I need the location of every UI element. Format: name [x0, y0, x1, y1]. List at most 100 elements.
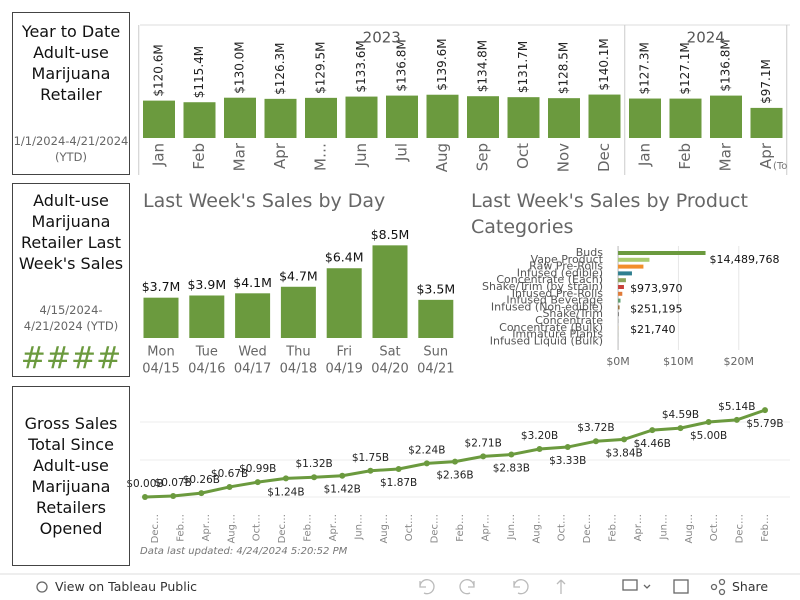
value-label: $0.99B	[239, 463, 276, 475]
line	[144, 408, 766, 499]
y-tick-label: Concentrate (Each)	[496, 273, 603, 286]
pause-icon[interactable]	[556, 579, 566, 594]
value-label: $6.4M	[325, 250, 364, 265]
point	[762, 407, 768, 414]
bar	[618, 305, 620, 310]
value-label: $973,970	[630, 282, 683, 295]
x-tick-label: Dec…	[430, 514, 441, 543]
point	[621, 436, 628, 443]
value-label: $134.8M	[476, 40, 490, 92]
download-caret[interactable]	[643, 584, 651, 589]
share-icon-dot[interactable]	[718, 578, 726, 586]
share-icon-dot[interactable]	[718, 588, 726, 596]
tableau-icon	[36, 581, 48, 593]
value-label: $128.5M	[557, 42, 571, 94]
value-label: $0.26B	[183, 474, 220, 486]
value-label: $1.75B	[352, 452, 389, 464]
annotation: (To	[773, 161, 787, 172]
x-tick-label: Oct	[514, 143, 532, 169]
bar	[305, 97, 337, 138]
x-tick-label: Wed	[238, 345, 266, 360]
x-tick-label: Sep	[474, 143, 492, 171]
x-tick-label: Feb…	[303, 514, 314, 542]
value-label: $140.1M	[597, 38, 611, 90]
point	[170, 492, 177, 499]
redo-icon[interactable]	[459, 579, 475, 595]
y-tick-label: Infused (Non-edible)	[491, 300, 603, 313]
update-note: Data last updated: 4/24/2024 5:20:52 PM	[140, 546, 348, 557]
value-label: $126.3M	[273, 43, 287, 95]
value-label: $136.8M	[719, 39, 733, 91]
x-tick-label: Thu	[285, 345, 310, 360]
revert-icon[interactable]	[513, 579, 529, 595]
value-label: $1.42B	[324, 484, 361, 496]
x-tick-label: Sat	[379, 345, 400, 360]
share-icon[interactable]	[710, 583, 718, 591]
y-tick-label: Vape Product	[531, 253, 604, 266]
x-tick-label: Dec…	[582, 514, 593, 543]
fullscreen-icon[interactable]	[673, 579, 689, 594]
point	[282, 475, 289, 482]
value-label: $120.6M	[152, 44, 166, 96]
tableau-link[interactable]: View on Tableau Public	[55, 579, 198, 594]
x-tick-sublabel: 04/16	[188, 362, 225, 377]
bar	[467, 96, 499, 138]
undo-icon[interactable]	[419, 579, 435, 595]
value-label: $131.7M	[516, 41, 530, 93]
bar	[548, 98, 580, 138]
value-label: $3.84B	[605, 447, 642, 459]
x-tick-label: Jul	[393, 143, 411, 162]
value-label: $1.32B	[295, 458, 332, 470]
value-label: $3.33B	[549, 455, 586, 467]
x-tick-label: Dec…	[150, 514, 161, 543]
value-label: $4.1M	[233, 275, 272, 290]
point	[508, 451, 515, 458]
x-tick-label: Feb…	[455, 514, 466, 542]
x-tick-label: Jun	[352, 143, 370, 167]
share-button[interactable]: Share	[732, 579, 769, 594]
value-label: $3.5M	[416, 281, 455, 296]
bar	[426, 94, 459, 138]
chart-title: Last Week's Sales by Product Categories	[471, 190, 748, 238]
bar	[618, 278, 626, 283]
download-icon[interactable]	[622, 579, 638, 591]
point	[254, 479, 261, 486]
point	[480, 453, 487, 460]
x-tick-sublabel: 04/18	[280, 362, 317, 377]
point	[705, 419, 712, 425]
x-tick-label: $10M	[663, 355, 694, 368]
bar	[280, 286, 316, 338]
bar	[143, 100, 175, 138]
x-tick-label: $0M	[606, 355, 630, 368]
bar	[618, 312, 619, 317]
y-tick-label: Infused Beverage	[506, 294, 603, 307]
point	[311, 474, 318, 481]
y-tick-label: Buds	[576, 246, 604, 259]
x-tick-sublabel: 04/19	[325, 362, 362, 377]
x-tick-label: Aug…	[226, 514, 237, 544]
bar	[372, 245, 408, 338]
bar	[750, 107, 783, 138]
value-label: $4.59B	[662, 409, 699, 421]
point	[367, 467, 374, 474]
point	[733, 416, 740, 423]
bar	[618, 251, 706, 255]
x-tick-label: Feb	[190, 143, 208, 170]
y-tick-label: Infused Pre-Rolls	[512, 287, 603, 300]
value-label: $1.24B	[267, 486, 304, 498]
x-tick-label: Apr…	[633, 514, 644, 541]
y-tick-label: Shake/Trim	[542, 307, 603, 320]
bar	[326, 268, 362, 338]
x-tick-label: Fri	[336, 345, 352, 360]
value-label: $130.0M	[233, 41, 247, 93]
x-tick-label: Jan	[636, 143, 654, 167]
x-tick-sublabel: 04/17	[234, 362, 271, 377]
x-tick-label: Jun…	[658, 514, 669, 541]
panel-value: ####	[20, 341, 122, 376]
point	[564, 444, 571, 451]
point	[592, 438, 599, 445]
x-tick-label: Dec	[595, 143, 613, 172]
y-tick-label: Infused Liquid (Bulk)	[490, 334, 603, 347]
value-label: $133.6M	[354, 40, 368, 92]
